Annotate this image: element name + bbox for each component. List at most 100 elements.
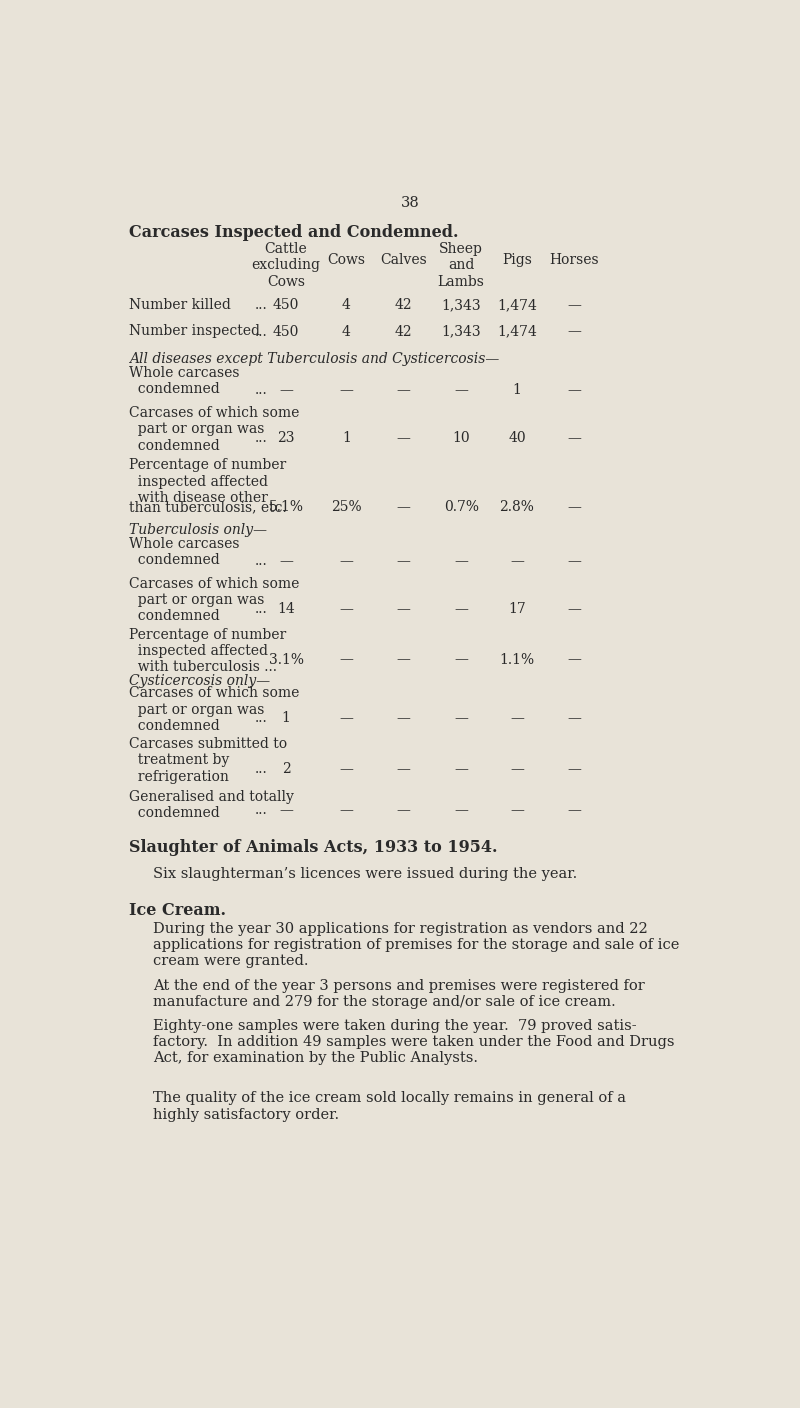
Text: Number killed: Number killed bbox=[130, 298, 231, 313]
Text: Cattle
excluding
Cows: Cattle excluding Cows bbox=[251, 242, 321, 289]
Text: 42: 42 bbox=[395, 324, 413, 338]
Text: ...: ... bbox=[255, 762, 268, 776]
Text: Whole carcases
  condemned: Whole carcases condemned bbox=[130, 536, 240, 567]
Text: 1: 1 bbox=[282, 711, 290, 725]
Text: —: — bbox=[510, 553, 524, 567]
Text: 450: 450 bbox=[273, 324, 299, 338]
Text: —: — bbox=[567, 431, 582, 445]
Text: Pigs: Pigs bbox=[502, 253, 532, 268]
Text: Generalised and totally
  condemned: Generalised and totally condemned bbox=[130, 790, 294, 819]
Text: Carcases of which some
  part or organ was
  condemned: Carcases of which some part or organ was… bbox=[130, 577, 300, 624]
Text: —: — bbox=[454, 711, 468, 725]
Text: 25%: 25% bbox=[331, 500, 362, 514]
Text: 14: 14 bbox=[277, 601, 295, 615]
Text: 3.1%: 3.1% bbox=[269, 652, 303, 666]
Text: —: — bbox=[454, 652, 468, 666]
Text: Carcases submitted to
  treatment by
  refrigeration: Carcases submitted to treatment by refri… bbox=[130, 738, 287, 784]
Text: —: — bbox=[397, 711, 410, 725]
Text: 17: 17 bbox=[508, 601, 526, 615]
Text: —: — bbox=[397, 601, 410, 615]
Text: Percentage of number
  inspected affected
  with tuberculosis ...: Percentage of number inspected affected … bbox=[130, 628, 286, 674]
Text: 4: 4 bbox=[342, 298, 351, 313]
Text: Slaughter of Animals Acts, 1933 to 1954.: Slaughter of Animals Acts, 1933 to 1954. bbox=[130, 839, 498, 856]
Text: —: — bbox=[339, 553, 354, 567]
Text: Eighty-one samples were taken during the year.  79 proved satis-
factory.  In ad: Eighty-one samples were taken during the… bbox=[153, 1019, 674, 1066]
Text: 2: 2 bbox=[282, 762, 290, 776]
Text: —: — bbox=[567, 762, 582, 776]
Text: 1,343: 1,343 bbox=[442, 298, 481, 313]
Text: Number inspected: Number inspected bbox=[130, 324, 261, 338]
Text: —: — bbox=[279, 553, 293, 567]
Text: than tuberculosis, etc.: than tuberculosis, etc. bbox=[130, 500, 287, 514]
Text: —: — bbox=[510, 804, 524, 818]
Text: Carcases of which some
  part or organ was
  condemned: Carcases of which some part or organ was… bbox=[130, 406, 300, 452]
Text: —: — bbox=[339, 804, 354, 818]
Text: —: — bbox=[454, 601, 468, 615]
Text: During the year 30 applications for registration as vendors and 22
applications : During the year 30 applications for regi… bbox=[153, 922, 679, 969]
Text: 40: 40 bbox=[508, 431, 526, 445]
Text: —: — bbox=[454, 762, 468, 776]
Text: —: — bbox=[397, 762, 410, 776]
Text: —: — bbox=[397, 431, 410, 445]
Text: Percentage of number
  inspected affected
  with disease other: Percentage of number inspected affected … bbox=[130, 459, 286, 505]
Text: —: — bbox=[454, 383, 468, 397]
Text: —: — bbox=[397, 652, 410, 666]
Text: —: — bbox=[567, 324, 582, 338]
Text: 42: 42 bbox=[395, 298, 413, 313]
Text: 1.1%: 1.1% bbox=[499, 652, 534, 666]
Text: 450: 450 bbox=[273, 298, 299, 313]
Text: 1,474: 1,474 bbox=[497, 298, 537, 313]
Text: ...: ... bbox=[255, 804, 268, 818]
Text: —: — bbox=[567, 601, 582, 615]
Text: ...: ... bbox=[255, 298, 268, 313]
Text: —: — bbox=[567, 652, 582, 666]
Text: —: — bbox=[567, 298, 582, 313]
Text: 1,474: 1,474 bbox=[497, 324, 537, 338]
Text: 5.1%: 5.1% bbox=[269, 500, 303, 514]
Text: ...: ... bbox=[255, 324, 268, 338]
Text: —: — bbox=[567, 383, 582, 397]
Text: —: — bbox=[397, 553, 410, 567]
Text: 1: 1 bbox=[342, 431, 351, 445]
Text: —: — bbox=[279, 804, 293, 818]
Text: At the end of the year 3 persons and premises were registered for
manufacture an: At the end of the year 3 persons and pre… bbox=[153, 979, 645, 1010]
Text: ...: ... bbox=[255, 431, 268, 445]
Text: —: — bbox=[397, 804, 410, 818]
Text: 10: 10 bbox=[452, 431, 470, 445]
Text: ...: ... bbox=[255, 601, 268, 615]
Text: —: — bbox=[339, 383, 354, 397]
Text: Whole carcases
  condemned: Whole carcases condemned bbox=[130, 366, 240, 396]
Text: Carcases Inspected and Condemned.: Carcases Inspected and Condemned. bbox=[130, 224, 459, 241]
Text: 1: 1 bbox=[513, 383, 522, 397]
Text: 0.7%: 0.7% bbox=[444, 500, 478, 514]
Text: All diseases except Tuberculosis and Cysticercosis—: All diseases except Tuberculosis and Cys… bbox=[130, 352, 500, 366]
Text: Six slaughterman’s licences were issued during the year.: Six slaughterman’s licences were issued … bbox=[153, 866, 577, 880]
Text: 1,343: 1,343 bbox=[442, 324, 481, 338]
Text: 2.8%: 2.8% bbox=[499, 500, 534, 514]
Text: ...: ... bbox=[255, 383, 268, 397]
Text: Tuberculosis only—: Tuberculosis only— bbox=[130, 524, 267, 538]
Text: Ice Cream.: Ice Cream. bbox=[130, 903, 226, 919]
Text: —: — bbox=[510, 762, 524, 776]
Text: —: — bbox=[339, 762, 354, 776]
Text: —: — bbox=[279, 383, 293, 397]
Text: 38: 38 bbox=[401, 196, 419, 210]
Text: 4: 4 bbox=[342, 324, 351, 338]
Text: Horses: Horses bbox=[550, 253, 599, 268]
Text: Sheep
and
Lambs: Sheep and Lambs bbox=[438, 242, 485, 289]
Text: —: — bbox=[454, 804, 468, 818]
Text: ...: ... bbox=[255, 711, 268, 725]
Text: —: — bbox=[339, 652, 354, 666]
Text: —: — bbox=[397, 383, 410, 397]
Text: Carcases of which some
  part or organ was
  condemned: Carcases of which some part or organ was… bbox=[130, 686, 300, 732]
Text: ...: ... bbox=[255, 553, 268, 567]
Text: Cysticercosis only—: Cysticercosis only— bbox=[130, 674, 270, 689]
Text: —: — bbox=[510, 711, 524, 725]
Text: —: — bbox=[339, 711, 354, 725]
Text: —: — bbox=[567, 804, 582, 818]
Text: —: — bbox=[339, 601, 354, 615]
Text: Calves: Calves bbox=[381, 253, 427, 268]
Text: —: — bbox=[567, 553, 582, 567]
Text: The quality of the ice cream sold locally remains in general of a
highly satisfa: The quality of the ice cream sold locall… bbox=[153, 1091, 626, 1122]
Text: —: — bbox=[454, 553, 468, 567]
